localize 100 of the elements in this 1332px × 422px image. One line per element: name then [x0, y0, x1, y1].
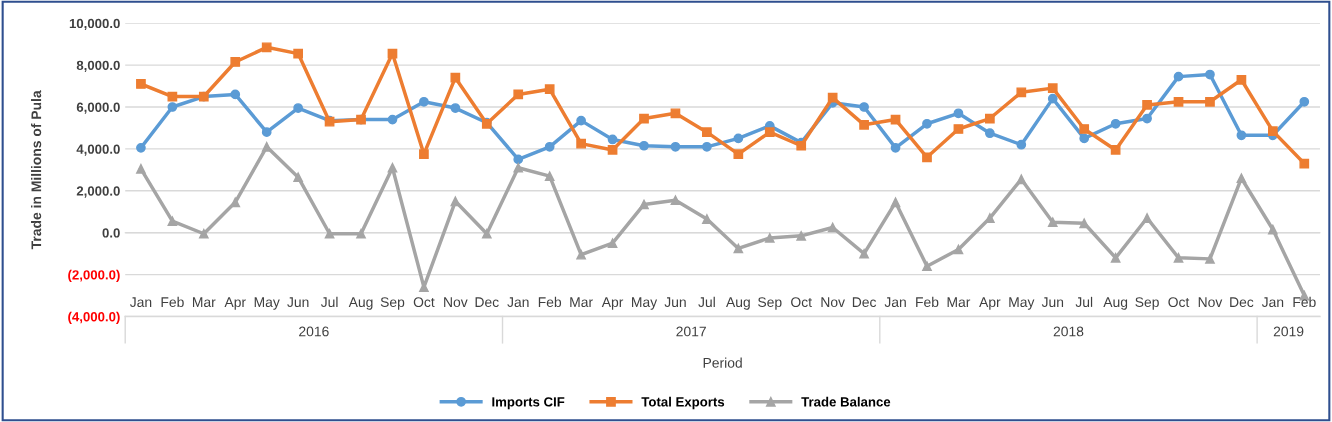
- point: [670, 108, 681, 119]
- point: [1047, 83, 1058, 94]
- point: [167, 216, 178, 227]
- point: [922, 261, 932, 272]
- point: [1205, 96, 1215, 107]
- y-tick-label: (4,000.0): [68, 311, 120, 325]
- point: [1205, 69, 1215, 80]
- point: [356, 228, 366, 239]
- point: [513, 154, 524, 165]
- x-tick-label: Mar: [192, 297, 216, 308]
- point: [576, 115, 586, 126]
- x-tick-label: Jul: [698, 296, 715, 308]
- x-tick-label: May: [632, 297, 658, 310]
- text: 2016: [299, 326, 329, 337]
- x-tick-label: Dec: [852, 297, 877, 308]
- x-tick-label: Mar: [570, 297, 593, 308]
- point: [733, 133, 744, 144]
- point: [953, 124, 964, 134]
- point: [198, 228, 209, 239]
- x-tick-label: Dec: [475, 297, 499, 308]
- x-tick-label: Feb: [161, 296, 184, 308]
- point: [167, 102, 178, 112]
- x-tick-label: Apr: [979, 297, 1001, 310]
- point: [733, 243, 744, 254]
- point: [702, 127, 712, 138]
- x-tick-label: Oct: [1168, 297, 1190, 308]
- point: [230, 57, 241, 67]
- point: [1173, 252, 1184, 263]
- text: 2017: [676, 326, 706, 337]
- point: [670, 195, 681, 206]
- point: [1299, 96, 1310, 107]
- point: [639, 113, 649, 124]
- legend-label: Imports CIF: [492, 397, 565, 410]
- x-tick-label: Jun: [287, 297, 309, 308]
- x-tick-label: Jan: [507, 297, 529, 308]
- point: [513, 162, 524, 173]
- point: [544, 84, 555, 95]
- point: [513, 89, 524, 100]
- x-tick-label: May: [254, 297, 280, 310]
- x-tick-label: Nov: [444, 297, 468, 308]
- point: [544, 141, 555, 152]
- point: [922, 152, 932, 163]
- text: 2018: [1053, 326, 1084, 337]
- x-axis-title: Period: [703, 357, 742, 368]
- point: [293, 172, 304, 183]
- y-axis-title: Trade in Millions of Pula: [31, 90, 42, 250]
- point: [859, 119, 869, 130]
- point: [985, 213, 995, 223]
- x-tick-label: Mar: [947, 297, 971, 308]
- point: [576, 249, 586, 260]
- point: [953, 244, 964, 255]
- x-tick-label: Jan: [884, 297, 906, 308]
- x-tick-label: Oct: [413, 297, 435, 308]
- point: [764, 233, 775, 243]
- point: [890, 197, 901, 208]
- point: [985, 113, 995, 124]
- point: [764, 127, 775, 138]
- point: [481, 228, 492, 239]
- point: [450, 103, 461, 113]
- point: [1236, 173, 1247, 184]
- point: [261, 42, 272, 53]
- x-tick-label: May: [1009, 297, 1035, 310]
- point: [419, 96, 429, 107]
- point: [1110, 118, 1121, 129]
- x-tick-label: Sep: [380, 297, 405, 310]
- point: [890, 142, 901, 153]
- y-tick-label: 2,000.0: [76, 186, 120, 198]
- point: [607, 238, 618, 249]
- point: [1047, 93, 1058, 104]
- point: [1173, 96, 1184, 107]
- x-tick-label: Jun: [1041, 297, 1064, 308]
- x-tick-label: Jan: [1261, 297, 1284, 308]
- point: [733, 149, 744, 160]
- point: [544, 171, 555, 182]
- x-tick-label: Feb: [916, 296, 939, 308]
- point: [607, 134, 618, 145]
- point: [1236, 130, 1247, 141]
- point: [136, 142, 146, 153]
- point: [670, 141, 681, 152]
- point: [387, 162, 398, 173]
- point: [985, 128, 995, 139]
- x-tick-label: Oct: [791, 297, 812, 308]
- point: [1142, 100, 1152, 110]
- point: [702, 141, 712, 152]
- point: [953, 108, 964, 119]
- point: [261, 127, 272, 138]
- point: [1267, 126, 1278, 136]
- point: [1299, 158, 1310, 169]
- point: [1173, 71, 1184, 82]
- y-tick-label: (2,000.0): [68, 269, 120, 283]
- point: [1016, 87, 1027, 98]
- legend-label: Total Exports: [641, 396, 725, 410]
- y-tick-label: 0.0: [102, 228, 120, 238]
- x-tick-label: Nov: [1198, 297, 1223, 308]
- point: [293, 48, 304, 59]
- x-tick-label: Aug: [1103, 297, 1128, 310]
- x-tick-label: Jan: [129, 297, 152, 308]
- x-tick-label: Apr: [224, 297, 246, 310]
- point: [922, 118, 932, 129]
- point: [1016, 174, 1027, 185]
